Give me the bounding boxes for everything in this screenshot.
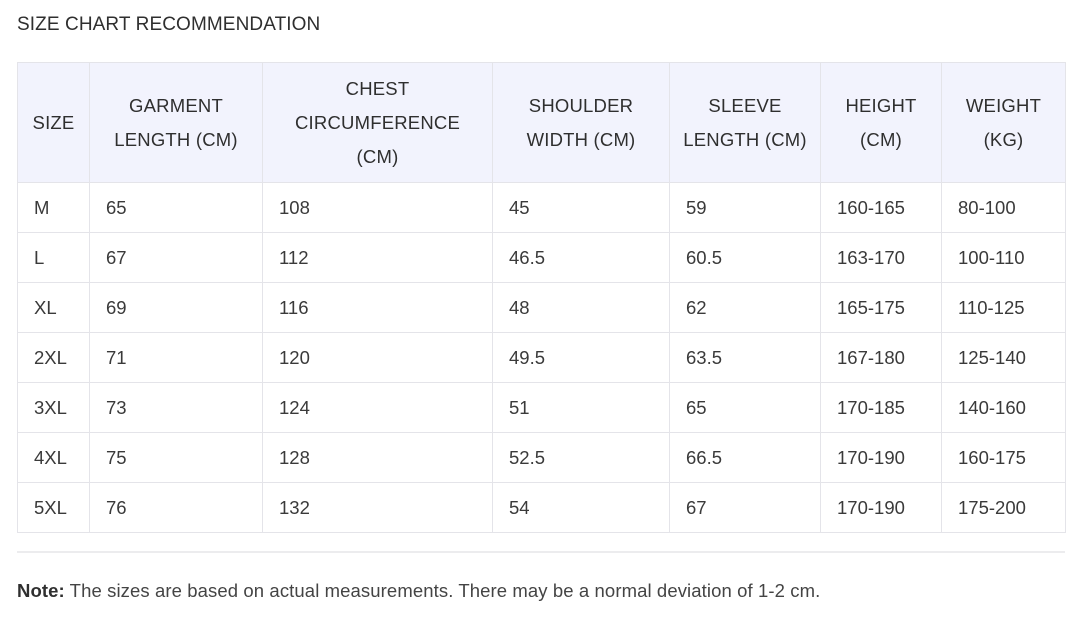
header-garment-length: GARMENT LENGTH (CM)	[89, 62, 263, 183]
cell-size: 5XL	[17, 482, 90, 533]
cell-height: 167-180	[820, 332, 942, 383]
header-row: SIZE GARMENT LENGTH (CM) CHEST CIRCUMFER…	[17, 62, 1066, 183]
cell-garment-length: 73	[89, 382, 263, 433]
cell-weight: 80-100	[941, 182, 1066, 233]
table-header: SIZE GARMENT LENGTH (CM) CHEST CIRCUMFER…	[17, 62, 1066, 183]
size-chart-table: SIZE GARMENT LENGTH (CM) CHEST CIRCUMFER…	[17, 62, 1066, 533]
cell-shoulder-width: 52.5	[492, 432, 670, 483]
header-shoulder-width: SHOULDER WIDTH (CM)	[492, 62, 670, 183]
cell-weight: 175-200	[941, 482, 1066, 533]
cell-size: M	[17, 182, 90, 233]
cell-garment-length: 69	[89, 282, 263, 333]
cell-shoulder-width: 51	[492, 382, 670, 433]
cell-height: 165-175	[820, 282, 942, 333]
cell-height: 170-190	[820, 432, 942, 483]
cell-chest-circumference: 124	[262, 382, 493, 433]
cell-garment-length: 71	[89, 332, 263, 383]
page-title: SIZE CHART RECOMMENDATION	[17, 14, 321, 35]
cell-shoulder-width: 45	[492, 182, 670, 233]
cell-chest-circumference: 112	[262, 232, 493, 283]
table-row: M 65 108 45 59 160-165 80-100	[17, 182, 1066, 233]
cell-sleeve-length: 59	[669, 182, 821, 233]
cell-weight: 110-125	[941, 282, 1066, 333]
cell-sleeve-length: 63.5	[669, 332, 821, 383]
table-row: L 67 112 46.5 60.5 163-170 100-110	[17, 232, 1066, 283]
cell-height: 163-170	[820, 232, 942, 283]
cell-size: 3XL	[17, 382, 90, 433]
footnote: Note: The sizes are based on actual meas…	[17, 580, 820, 602]
cell-garment-length: 75	[89, 432, 263, 483]
cell-garment-length: 76	[89, 482, 263, 533]
cell-chest-circumference: 108	[262, 182, 493, 233]
cell-height: 160-165	[820, 182, 942, 233]
table-row: XL 69 116 48 62 165-175 110-125	[17, 282, 1066, 333]
header-weight: WEIGHT (KG)	[941, 62, 1066, 183]
cell-garment-length: 65	[89, 182, 263, 233]
table-row: 3XL 73 124 51 65 170-185 140-160	[17, 382, 1066, 433]
cell-size: 2XL	[17, 332, 90, 383]
cell-sleeve-length: 60.5	[669, 232, 821, 283]
cell-shoulder-width: 46.5	[492, 232, 670, 283]
note-text: The sizes are based on actual measuremen…	[64, 580, 821, 601]
table-row: 5XL 76 132 54 67 170-190 175-200	[17, 482, 1066, 533]
header-chest-circumference: CHEST CIRCUMFERENCE (CM)	[262, 62, 493, 183]
cell-weight: 160-175	[941, 432, 1066, 483]
cell-weight: 125-140	[941, 332, 1066, 383]
cell-height: 170-185	[820, 382, 942, 433]
cell-shoulder-width: 48	[492, 282, 670, 333]
cell-weight: 140-160	[941, 382, 1066, 433]
header-sleeve-length: SLEEVE LENGTH (CM)	[669, 62, 821, 183]
cell-sleeve-length: 62	[669, 282, 821, 333]
note-label: Note:	[17, 580, 65, 601]
header-size: SIZE	[17, 62, 90, 183]
table-row: 2XL 71 120 49.5 63.5 167-180 125-140	[17, 332, 1066, 383]
cell-shoulder-width: 49.5	[492, 332, 670, 383]
cell-size: 4XL	[17, 432, 90, 483]
cell-sleeve-length: 66.5	[669, 432, 821, 483]
cell-weight: 100-110	[941, 232, 1066, 283]
cell-chest-circumference: 132	[262, 482, 493, 533]
cell-height: 170-190	[820, 482, 942, 533]
cell-sleeve-length: 65	[669, 382, 821, 433]
table-body: M 65 108 45 59 160-165 80-100 L 67 112 4…	[17, 182, 1066, 533]
cell-size: XL	[17, 282, 90, 333]
divider	[17, 551, 1065, 553]
cell-chest-circumference: 120	[262, 332, 493, 383]
cell-shoulder-width: 54	[492, 482, 670, 533]
table-row: 4XL 75 128 52.5 66.5 170-190 160-175	[17, 432, 1066, 483]
cell-sleeve-length: 67	[669, 482, 821, 533]
cell-garment-length: 67	[89, 232, 263, 283]
header-height: HEIGHT (CM)	[820, 62, 942, 183]
cell-chest-circumference: 116	[262, 282, 493, 333]
cell-chest-circumference: 128	[262, 432, 493, 483]
size-chart-container: SIZE GARMENT LENGTH (CM) CHEST CIRCUMFER…	[17, 62, 1066, 533]
cell-size: L	[17, 232, 90, 283]
